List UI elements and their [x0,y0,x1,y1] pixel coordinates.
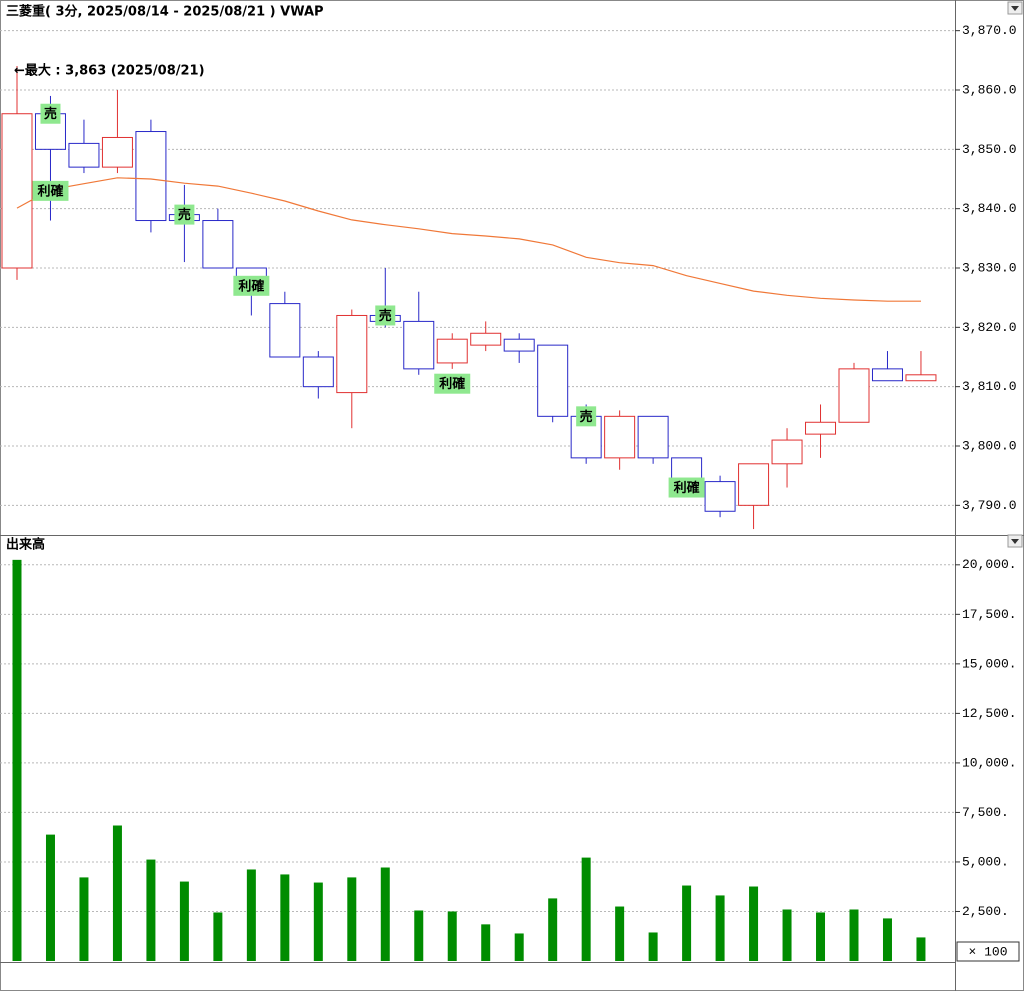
volume-bar [414,910,424,961]
volume-bar [682,885,692,961]
candle-body [68,142,100,168]
volume-bar [615,906,625,961]
volume-bar [380,867,390,961]
signal-label: 売 [580,409,593,425]
volume-bar [782,909,792,961]
candle-body [436,338,468,364]
volume-bar [246,869,256,961]
candle-body [704,481,736,512]
volume-bar [280,874,290,961]
volume-bar [79,877,89,961]
y-tick-label: 3,860.0 [962,82,1017,97]
menu-button[interactable] [1007,1,1023,15]
candle-body [537,344,569,417]
y-tick-label: 5,000. [962,854,1009,869]
signal-label: 利確 [37,183,63,199]
marks [1,66,937,961]
candle-body [637,415,669,459]
volume-bar [45,834,55,961]
y-tick-label: 17,500. [962,607,1017,622]
volume-bar [347,877,357,961]
signal-badge [668,477,705,498]
candle-body [336,314,368,394]
volume-bar [213,912,223,961]
volume-unit: × 100 [968,944,1007,959]
y-tick-label: 3,820.0 [962,320,1017,335]
volume-bar [514,933,524,961]
y-tick-label: 12,500. [962,706,1017,721]
y-tick-label: 3,870.0 [962,23,1017,38]
signal-badge [32,180,69,201]
volume-bar [179,881,189,961]
volume-bar [313,882,323,961]
y-tick-label: 3,800.0 [962,438,1017,453]
max-annotation: ←最大 : 3,863 (2025/08/21) [14,63,205,79]
signal-badge [576,406,597,427]
signal-label: 利確 [439,376,465,392]
signal-badge [434,373,471,394]
y-tick-label: 15,000. [962,656,1017,671]
candle-body [269,303,301,358]
signal-badge [233,275,270,296]
candle-body [101,136,133,168]
candle-body [135,131,167,222]
y-tick-label: 7,500. [962,805,1009,820]
volume-bar [749,886,759,961]
labels: 三菱重( 3分, 2025/08/14 - 2025/08/21 ) VWAP … [6,4,1020,962]
volume-bar [715,895,725,961]
volume-bar [581,857,591,961]
volume-bar [447,911,457,961]
volume-bar [548,898,558,961]
candle-body [838,368,870,423]
signal-badge [174,204,195,225]
menu-button[interactable] [1007,534,1023,548]
candle-body [805,421,837,435]
volume-bar [12,559,22,961]
volume-title: 出来高 [6,537,45,553]
y-tick-label: 3,830.0 [962,260,1017,275]
y-tick-label: 10,000. [962,755,1017,770]
volume-bar [849,909,859,961]
candle-body [738,463,770,506]
y-tick-label: 3,810.0 [962,379,1017,394]
volume-bar [112,825,122,961]
unit-box [956,941,1020,962]
y-tick-label: 3,840.0 [962,201,1017,216]
candle-body [403,320,435,370]
volume-bar [146,859,156,961]
vwap-line [16,177,921,302]
candle-body [202,220,234,269]
signal-label: 利確 [674,480,700,496]
candle-body [503,338,535,352]
signal-label: 売 [44,106,57,122]
candle-body [1,113,33,269]
candle-body [470,332,502,346]
candle-body [871,368,903,382]
signal-label: 売 [178,207,191,223]
candle-body [771,439,803,465]
y-tick-label: 3,850.0 [962,142,1017,157]
chart-title: 三菱重( 3分, 2025/08/14 - 2025/08/21 ) VWAP [6,4,324,20]
signal-badge [375,305,396,326]
signal-badge [40,103,61,124]
y-tick-label: 2,500. [962,904,1009,919]
volume-bar [648,932,658,961]
candle-body [302,356,334,388]
grid [0,30,960,912]
y-tick-label: 20,000. [962,557,1017,572]
candle-body [604,415,636,459]
signal-label: 利確 [238,278,264,294]
volume-bar [816,912,826,961]
volume-bar [882,918,892,961]
volume-bar [916,937,926,961]
candle-body [905,374,937,382]
signal-label: 売 [379,308,392,324]
y-tick-label: 3,790.0 [962,498,1017,513]
volume-bar [481,924,491,961]
